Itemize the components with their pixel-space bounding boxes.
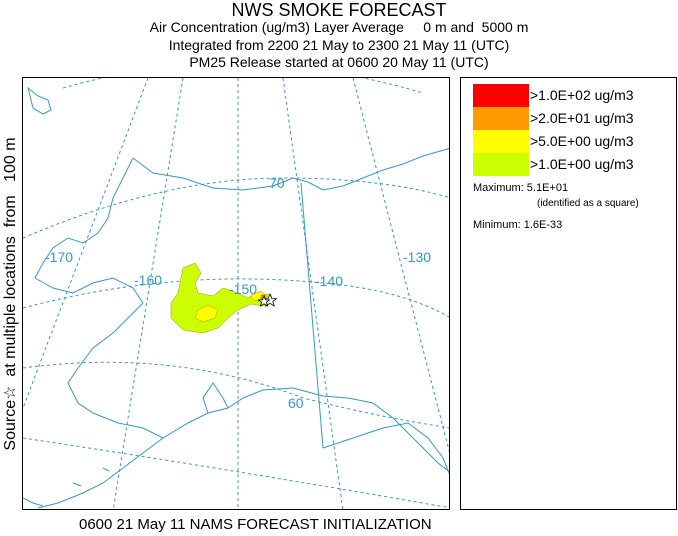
- graticule-labels: -170 -160 -150 -140 -130 70 60: [45, 175, 431, 411]
- alaska-map: -170 -160 -150 -140 -130 70 60: [23, 78, 449, 509]
- legend-swatch: [473, 130, 529, 153]
- cook-inlet: [202, 382, 229, 414]
- legend-swatch: [473, 153, 529, 176]
- legend-label: >2.0E+01 ug/m3: [530, 110, 634, 126]
- legend-swatch: [473, 107, 529, 130]
- latitude-label-60: 60: [288, 395, 304, 411]
- seward-peninsula: [34, 277, 144, 304]
- legend-item: >1.0E+02 ug/m3: [473, 84, 673, 107]
- longitude-label-150: -150: [229, 281, 257, 297]
- coastline: [23, 86, 449, 509]
- longitude-label-130: -130: [403, 249, 431, 265]
- northwest-coast: [34, 157, 134, 279]
- source-location-label: Source☆ at multiple locations from 100 m: [0, 77, 20, 510]
- longitude-line-130: [352, 78, 449, 453]
- gulf-coast: [162, 387, 449, 473]
- longitude-label-170: -170: [45, 249, 73, 265]
- legend-label: >1.0E+00 ug/m3: [530, 156, 634, 172]
- minimum-value: Minimum: 1.6E-33: [473, 219, 563, 231]
- map-panel: -170 -160 -150 -140 -130 70 60: [22, 77, 450, 510]
- arctic-coast: [132, 148, 449, 191]
- maximum-value: Maximum: 5.1E+01: [473, 182, 569, 194]
- latitude-line-70: [23, 177, 449, 239]
- latitude-line-65: [23, 278, 449, 318]
- forecast-initialization: 0600 21 May 11 NAMS FORECAST INITIALIZAT…: [79, 516, 432, 533]
- longitude-line-140: [282, 78, 344, 509]
- latitude-line-60: [23, 361, 449, 429]
- concentration-subtitle: Air Concentration (ug/m3) Layer Average …: [149, 19, 529, 35]
- legend-label: >1.0E+02 ug/m3: [530, 87, 634, 103]
- alaska-peninsula: [37, 437, 164, 509]
- legend-item: >5.0E+00 ug/m3: [473, 130, 673, 153]
- longitude-line-160: [112, 78, 184, 509]
- aleutian-chain: [23, 467, 110, 507]
- graticule: [23, 78, 449, 509]
- source-markers: [257, 292, 278, 307]
- legend-item: >2.0E+01 ug/m3: [473, 107, 673, 130]
- forecast-title: NWS SMOKE FORECAST: [231, 0, 447, 20]
- longitude-label-140: -140: [315, 273, 343, 289]
- legend-panel: >1.0E+02 ug/m3 >2.0E+01 ug/m3 >5.0E+00 u…: [460, 77, 677, 510]
- latitude-line-55: [23, 437, 449, 509]
- release-info: PM25 Release started at 0600 20 May 11 (…: [189, 54, 489, 70]
- latitude-label-70: 70: [269, 175, 285, 191]
- smoke-plume: [170, 262, 274, 334]
- plume-inner: [194, 304, 219, 323]
- panhandle-coast: [322, 422, 449, 475]
- longitude-line-170: [23, 78, 149, 409]
- legend-item: >1.0E+00 ug/m3: [473, 153, 673, 176]
- maximum-note: (identified as a square): [537, 198, 639, 209]
- longitude-label-160: -160: [134, 272, 162, 288]
- legend-swatch: [473, 84, 529, 107]
- latitude-line-far: [62, 78, 424, 94]
- source-star-icon: [257, 294, 271, 307]
- st-lawrence-island: [27, 86, 52, 115]
- canada-border: [300, 182, 324, 449]
- side-label-text: Source☆ at multiple locations from 100 m: [2, 136, 19, 451]
- western-coast: [67, 302, 164, 439]
- integration-period: Integrated from 2200 21 May to 2300 21 M…: [168, 37, 510, 53]
- legend-label: >5.0E+00 ug/m3: [530, 133, 634, 149]
